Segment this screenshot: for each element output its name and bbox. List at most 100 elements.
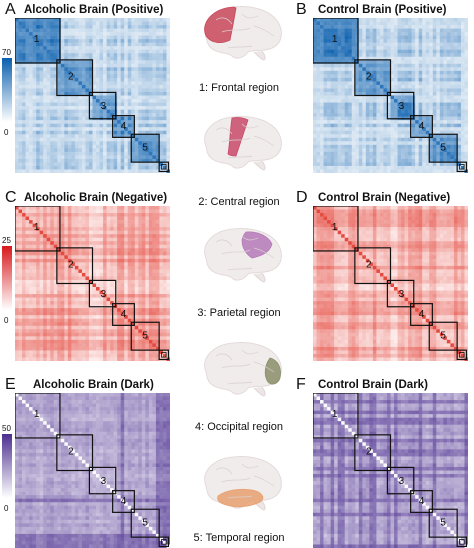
heatmap-cell <box>103 88 107 93</box>
heatmap-cell <box>415 56 419 61</box>
heatmap-cell <box>50 148 55 153</box>
heatmap-cell <box>138 127 143 132</box>
heatmap-cell <box>316 99 321 103</box>
panel-title-b: Control Brain (Positive) <box>318 4 447 16</box>
heatmap-cell <box>60 120 65 124</box>
heatmap-cell <box>162 262 167 267</box>
heatmap-cell <box>457 144 462 149</box>
heatmap-cell <box>46 248 51 253</box>
heatmap-cell <box>348 88 353 93</box>
heatmap-cell <box>394 109 398 114</box>
heatmap-cell <box>337 21 342 26</box>
heatmap-cell <box>131 251 136 256</box>
heatmap-cell <box>432 165 437 170</box>
heatmap-cell <box>162 227 167 231</box>
heatmap-cell <box>432 49 437 54</box>
heatmap-cell <box>131 220 136 224</box>
heatmap-cell <box>64 144 69 149</box>
heatmap-cell <box>141 155 146 160</box>
heatmap-cell <box>453 123 458 128</box>
heatmap-cell <box>408 162 412 167</box>
heatmap-cell <box>127 287 132 291</box>
heatmap-cell <box>162 141 167 146</box>
heatmap-cell <box>25 28 30 33</box>
heatmap-cell <box>53 209 58 214</box>
region-block-corner-inner <box>459 164 465 170</box>
heatmap-cell <box>103 127 107 132</box>
heatmap-cell <box>372 123 377 128</box>
heatmap-cell <box>145 18 150 22</box>
heatmap-cell <box>446 32 451 36</box>
heatmap-cell <box>415 81 419 86</box>
heatmap-cell <box>32 141 37 146</box>
heatmap-cell <box>29 134 33 139</box>
heatmap-cell <box>131 265 136 270</box>
heatmap-cell <box>141 234 146 238</box>
heatmap-cell <box>162 269 167 274</box>
heatmap-cell <box>67 56 72 61</box>
heatmap-cell <box>106 237 111 242</box>
heatmap-cell <box>152 84 157 89</box>
heatmap-cell <box>39 283 44 288</box>
heatmap-cell <box>43 209 47 214</box>
heatmap-cell <box>379 130 384 135</box>
heatmap-cell <box>50 269 55 274</box>
heatmap-cell <box>159 258 164 263</box>
heatmap-cell <box>120 32 125 36</box>
heatmap-cell <box>131 227 136 231</box>
heatmap-cell <box>113 234 118 238</box>
heatmap-cell <box>29 81 33 86</box>
heatmap-cell <box>327 67 331 72</box>
heatmap-cell <box>15 42 19 47</box>
heatmap-cell <box>418 42 423 47</box>
heatmap-cell <box>74 134 79 139</box>
heatmap-cell <box>32 206 37 210</box>
heatmap-cell <box>320 162 324 167</box>
heatmap-cell <box>120 237 125 242</box>
heatmap-cell <box>96 144 100 149</box>
heatmap-cell <box>60 237 65 242</box>
heatmap-cell <box>96 244 100 249</box>
heatmap-cell <box>53 213 58 217</box>
heatmap-cell <box>106 155 111 160</box>
heatmap-cell <box>18 216 23 221</box>
heatmap-cell <box>316 120 321 124</box>
heatmap-cell <box>152 265 157 270</box>
heatmap-cell <box>134 32 139 36</box>
heatmap-cell <box>341 113 345 117</box>
heatmap-cell <box>43 32 47 36</box>
heatmap-cell <box>152 137 157 142</box>
heatmap-cell <box>341 77 345 82</box>
heatmap-cell <box>432 81 437 86</box>
heatmap-cell <box>18 272 23 277</box>
heatmap-cell <box>166 109 170 114</box>
heatmap-cell <box>404 106 409 110</box>
heatmap-cell <box>323 102 328 107</box>
heatmap-cell <box>18 209 23 214</box>
heatmap-cell <box>348 63 353 68</box>
heatmap-cell <box>344 162 349 167</box>
heatmap-cell <box>36 216 40 221</box>
heatmap-cell <box>127 88 132 93</box>
heatmap-cell <box>443 99 448 103</box>
heatmap-cell <box>32 137 37 142</box>
heatmap-cell <box>344 39 349 43</box>
heatmap-cell <box>50 290 55 295</box>
heatmap-cell <box>96 18 100 22</box>
heatmap-cell <box>334 18 338 22</box>
heatmap-cell <box>372 169 377 173</box>
heatmap-cell <box>453 60 458 65</box>
heatmap-cell <box>162 74 167 79</box>
heatmap-cell <box>450 88 455 93</box>
heatmap-cell <box>43 276 47 281</box>
heatmap-cell <box>148 77 153 82</box>
heatmap-cell <box>32 67 37 72</box>
heatmap-cell <box>162 63 167 68</box>
heatmap-cell <box>103 216 107 221</box>
heatmap-cell <box>113 25 118 29</box>
heatmap-cell <box>376 25 381 29</box>
heatmap-cell <box>32 244 37 249</box>
heatmap-cell <box>32 56 37 61</box>
heatmap-cell <box>386 137 391 142</box>
heatmap-cell <box>155 74 160 79</box>
